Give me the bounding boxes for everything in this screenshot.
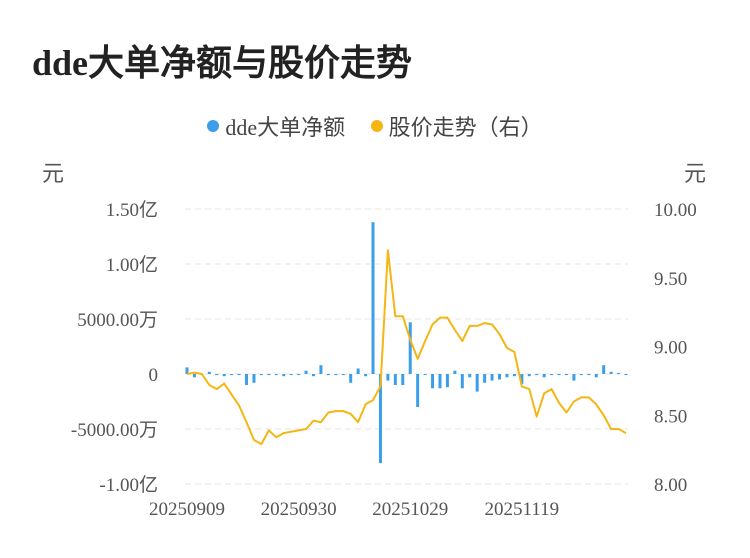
dde-bar xyxy=(252,374,256,383)
legend: dde大单净额 股价走势（右） xyxy=(0,110,750,142)
dde-bar xyxy=(617,372,621,374)
dde-bar xyxy=(230,374,234,376)
left-tick-label: 5000.00万 xyxy=(77,310,158,331)
dde-bar xyxy=(215,374,219,376)
right-tick-label: 8.50 xyxy=(654,406,687,427)
dde-bar xyxy=(237,374,241,376)
x-tick-label: 20251029 xyxy=(372,499,448,520)
dde-bar xyxy=(490,374,494,381)
dde-bar xyxy=(274,374,278,376)
x-tick-label: 20250930 xyxy=(261,499,337,520)
right-tick-label: 10.00 xyxy=(654,200,697,221)
price-line xyxy=(186,249,627,446)
dde-bar xyxy=(245,374,249,385)
dde-bar xyxy=(423,374,427,376)
dde-bar xyxy=(498,374,502,380)
left-tick-label: -5000.00万 xyxy=(71,420,158,441)
legend-label-dde: dde大单净额 xyxy=(225,115,346,140)
dde-bar xyxy=(416,374,420,407)
dde-bar xyxy=(512,374,516,377)
dde-bar xyxy=(319,365,323,374)
chart-title: dde大单净额与股价走势 xyxy=(32,43,413,83)
right-tick-label: 9.50 xyxy=(654,269,687,290)
dde-bar xyxy=(401,374,405,385)
dde-bar xyxy=(579,374,583,376)
dde-bar xyxy=(386,374,390,381)
right-tick-label: 8.00 xyxy=(654,475,687,496)
dde-bar xyxy=(431,374,435,389)
dde-bar xyxy=(311,374,315,377)
dde-bar xyxy=(259,374,263,376)
dde-bar xyxy=(445,374,449,388)
dde-bar xyxy=(505,374,509,378)
dde-bar xyxy=(304,370,308,374)
dde-bar xyxy=(378,374,382,464)
dde-bar xyxy=(356,368,360,374)
dde-bar xyxy=(609,371,613,374)
legend-dot-dde xyxy=(207,120,220,132)
dde-bar xyxy=(408,322,412,374)
dde-bar xyxy=(460,374,464,389)
dde-bar xyxy=(564,374,568,376)
dde-bar xyxy=(453,370,457,374)
dde-bar xyxy=(475,374,479,392)
x-tick-label: 20250909 xyxy=(149,499,225,520)
dde-bar xyxy=(192,374,196,378)
dde-bar xyxy=(587,374,591,376)
dde-bar xyxy=(289,374,293,376)
left-tick-label: 1.50亿 xyxy=(106,199,158,221)
dde-bar xyxy=(550,374,554,376)
dde-bar xyxy=(282,374,286,377)
left-tick-label: 1.00亿 xyxy=(106,254,158,276)
dde-bar xyxy=(535,374,539,376)
dde-bar xyxy=(520,374,524,384)
dde-bar xyxy=(393,374,397,385)
dde-bar xyxy=(483,374,487,383)
legend-item-dde[interactable]: dde大单净额 xyxy=(207,110,345,142)
dde-bar xyxy=(468,374,472,378)
dde-bar xyxy=(341,374,345,376)
dde-bar xyxy=(267,374,271,376)
dde-bar xyxy=(222,374,226,377)
right-tick-label: 9.00 xyxy=(654,338,687,359)
right-axis-unit: 元 xyxy=(684,161,707,186)
legend-label-price: 股价走势（右） xyxy=(388,115,543,140)
dde-bar xyxy=(334,374,338,376)
dde-bar xyxy=(624,374,628,376)
dde-bar xyxy=(326,374,330,376)
legend-dot-price xyxy=(370,120,383,132)
dde-bar xyxy=(572,374,576,381)
dde-bar xyxy=(207,371,211,374)
dde-bar xyxy=(602,365,606,374)
dde-bar xyxy=(364,374,368,377)
dde-bar xyxy=(557,374,561,376)
dde-bar xyxy=(527,374,531,377)
dde-bar xyxy=(371,222,375,374)
x-tick-label: 20251119 xyxy=(485,499,560,520)
dde-bar xyxy=(297,374,301,376)
left-tick-label: 0 xyxy=(149,365,159,386)
dde-bar xyxy=(594,374,598,378)
left-tick-label: -1.00亿 xyxy=(99,474,158,496)
dde-bar xyxy=(185,367,189,374)
legend-item-price[interactable]: 股价走势（右） xyxy=(370,110,543,142)
dde-bar xyxy=(542,374,546,378)
dde-bar xyxy=(349,374,353,383)
left-axis-unit: 元 xyxy=(42,161,65,186)
dde-bar xyxy=(438,374,442,389)
